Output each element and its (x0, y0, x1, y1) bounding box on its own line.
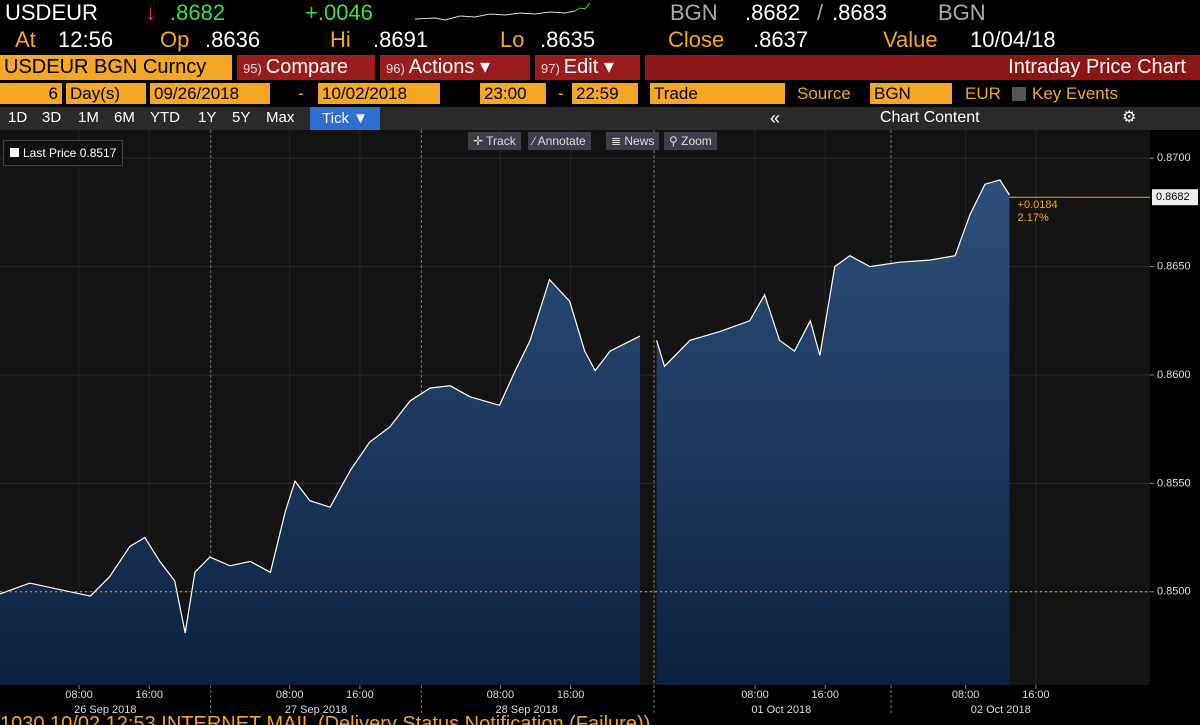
legend: Last Price 0.8517 (3, 140, 124, 166)
stat-value: .8691 (373, 27, 429, 52)
sep: - (558, 84, 564, 103)
menu-num: 95) (243, 61, 262, 76)
last-change: +0.0184 (1018, 199, 1058, 211)
source-label: Source (797, 84, 851, 103)
x-tick-label: 16:00 (346, 689, 374, 701)
y-tick-label: 0.8500 (1157, 586, 1191, 598)
stat-value: 12:56 (58, 27, 114, 52)
period[interactable]: Max (266, 109, 295, 126)
y-tick-label: 0.8650 (1157, 260, 1191, 272)
last: .8682 (170, 0, 226, 25)
last-label: 0.8682 (1156, 191, 1190, 203)
x-tick-label: 16:00 (557, 689, 585, 701)
period-bar (0, 107, 1200, 130)
ticker-tape: 1030 10/02 12:53 INTERNET MAIL (Delivery… (0, 713, 651, 725)
x-tick-label: 16:00 (811, 689, 839, 701)
y-tick-label: 0.8550 (1157, 477, 1191, 489)
chart-tool[interactable]: ✛ Track (468, 132, 521, 150)
y-tick-label: 0.8600 (1157, 369, 1191, 381)
date-label: 26 Sep 2018 (74, 704, 136, 716)
stat-value: .8635 (540, 27, 596, 52)
source: BGN (938, 0, 986, 25)
y-tick-label: 0.8700 (1157, 152, 1191, 164)
menu-num: 97) (541, 61, 560, 76)
line (0, 179, 1011, 634)
key-events[interactable]: Key Events (1032, 84, 1118, 103)
ask: .8683 (832, 0, 888, 25)
x-tick-label: 08:00 (276, 689, 304, 701)
from-time[interactable]: 23:00 (480, 83, 546, 104)
stat-label: Value (883, 27, 938, 52)
menu[interactable]: 96) Actions ▾ (380, 55, 530, 80)
menu[interactable]: 97) Edit ▾ (535, 55, 640, 80)
period[interactable]: 1Y (198, 109, 217, 126)
stat-value: 10/04/18 (970, 27, 1056, 52)
stat-label: Close (668, 27, 725, 52)
x-tick-label: 08:00 (65, 689, 93, 701)
source[interactable]: BGN (870, 83, 952, 104)
menu-label: Actions ▾ (408, 56, 490, 78)
period[interactable]: 5Y (232, 109, 251, 126)
date-label: 01 Oct 2018 (751, 704, 811, 716)
x-tick-label: 16:00 (135, 689, 163, 701)
title: Intraday Price Chart (645, 55, 1200, 80)
back[interactable]: « (770, 108, 781, 128)
x-tick-label: 08:00 (741, 689, 769, 701)
sep: - (298, 84, 304, 103)
last-pct: 2.17% (1018, 212, 1049, 224)
x-tick-label: 08:00 (952, 689, 980, 701)
date-label: 27 Sep 2018 (285, 704, 347, 716)
period[interactable]: 6M (114, 109, 135, 126)
period[interactable]: YTD (150, 109, 180, 126)
x-tick-label: 16:00 (1022, 689, 1050, 701)
period[interactable]: 1M (78, 109, 99, 126)
change: +.0046 (305, 0, 373, 25)
menu[interactable]: 95) Compare (237, 55, 375, 80)
date-label: 02 Oct 2018 (971, 704, 1031, 716)
slash: / (817, 0, 824, 25)
count[interactable]: 6 (0, 83, 62, 104)
chart-tool[interactable]: ⁄ Annotate (528, 132, 591, 150)
stat-label: Op (160, 27, 190, 52)
ticker: USDEUR (5, 0, 98, 25)
arrow: ↓ (145, 0, 156, 25)
currency: EUR (965, 84, 1001, 103)
chart-tool[interactable]: ≣ News (606, 132, 660, 150)
menu-label: Compare (265, 56, 349, 78)
tick-button[interactable]: Tick ▼ (310, 107, 380, 130)
source: BGN (670, 0, 718, 25)
event[interactable]: Trade (650, 83, 785, 104)
end-date[interactable]: 10/02/2018 (318, 83, 440, 104)
legend-value: 0.8517 (79, 146, 117, 160)
legend-name: Last Price (23, 146, 77, 160)
chart: 0.8500 0.8550 0.8600 0.8650 0.8700 26 Sep 201… (0, 130, 1198, 716)
chart-tool[interactable]: ⚲ Zoom (664, 132, 717, 150)
stat-label: Hi (330, 27, 351, 52)
unit[interactable]: Day(s) (66, 83, 146, 104)
stat-value: .8636 (205, 27, 261, 52)
x-tick-label: 08:00 (487, 689, 515, 701)
settings[interactable]: ⚙ (1122, 109, 1137, 126)
to-time[interactable]: 22:59 (572, 83, 638, 104)
date-label: 28 Sep 2018 (496, 704, 558, 716)
start-date[interactable]: 09/26/2018 (150, 83, 270, 104)
checkbox[interactable] (1012, 87, 1026, 101)
stat-label: At (15, 27, 36, 52)
period[interactable]: 1D (8, 109, 28, 126)
last-box (1152, 189, 1198, 206)
menu-label: Edit ▾ (563, 56, 614, 78)
bid: .8682 (745, 0, 801, 25)
period[interactable]: 3D (42, 109, 62, 126)
menu-num: 96) (386, 61, 405, 76)
chart-content[interactable]: Chart Content (880, 109, 980, 126)
area (0, 179, 1010, 685)
stat-label: Lo (500, 27, 525, 52)
security[interactable]: USDEUR BGN Curncy (0, 55, 232, 80)
stat-value: .8637 (753, 27, 809, 52)
sparkline (415, 2, 590, 21)
